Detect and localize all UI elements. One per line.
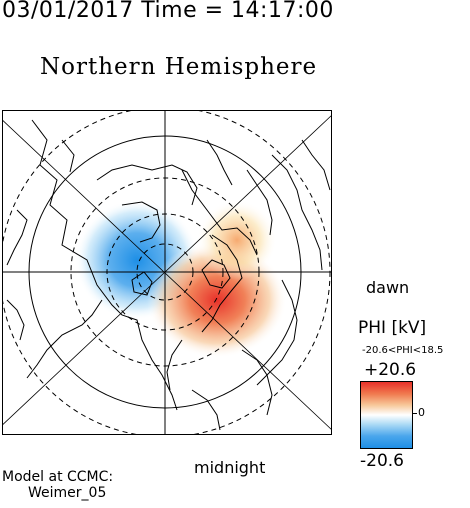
positive-potential-cell-upper <box>197 200 277 280</box>
colorbar-range-text: -20.6<PHI<18.5 <box>362 345 444 356</box>
colorbar-max-label: +20.6 <box>364 360 417 380</box>
model-credit-line2: Weimer_05 <box>28 485 107 501</box>
colorbar-zero-tick <box>412 413 417 414</box>
timestamp: 03/01/2017 Time = 14:17:00 <box>2 0 334 23</box>
colorbar-min-label: -20.6 <box>360 451 404 471</box>
dawn-label: dawn <box>366 278 410 297</box>
coastlines <box>6 119 331 431</box>
model-credit-line1: Model at CCMC: <box>2 469 114 485</box>
meridian-diagonal <box>2 114 332 426</box>
colorbar <box>360 381 413 449</box>
midnight-label: midnight <box>194 458 266 477</box>
colorbar-quantity-label: PHI [kV] <box>358 318 427 338</box>
colorbar-zero-label: 0 <box>418 406 425 419</box>
map-title: Northern Hemisphere <box>40 54 318 80</box>
polar-map <box>2 110 332 435</box>
